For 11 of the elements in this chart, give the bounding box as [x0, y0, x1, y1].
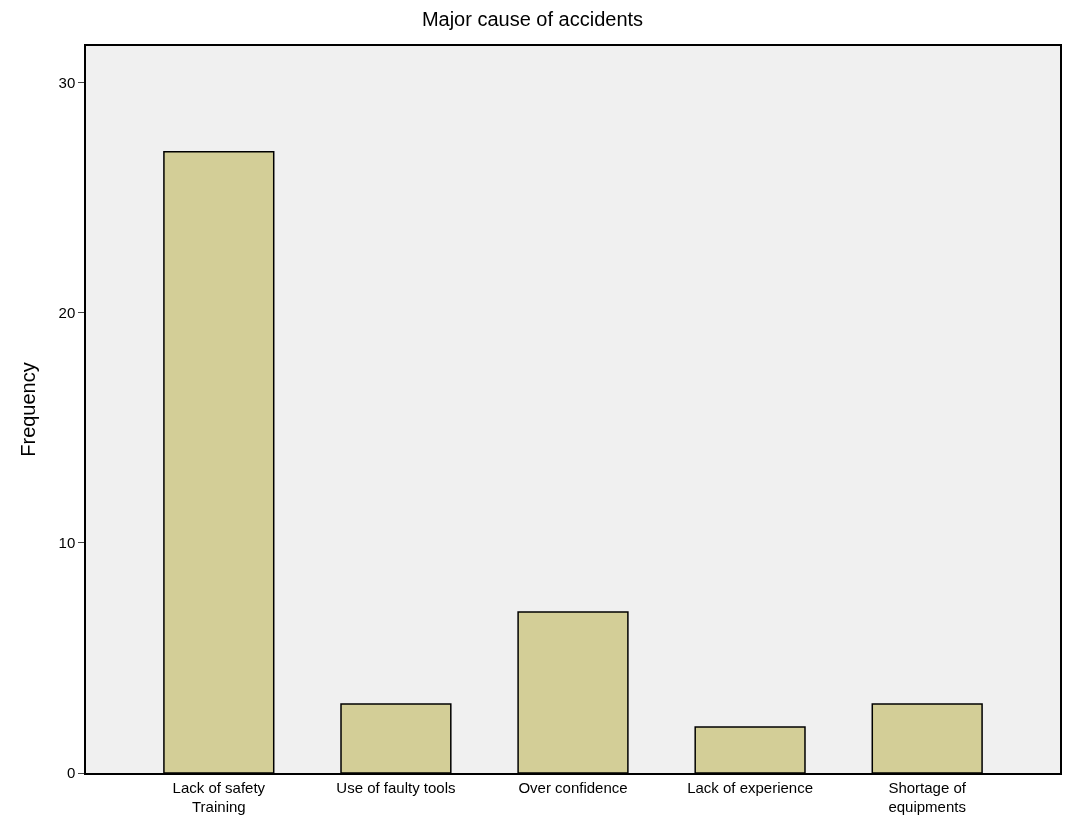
y-tick-label: 30: [58, 74, 76, 92]
chart-title: Major cause of accidents: [421, 8, 644, 31]
y-tick-label: 20: [58, 304, 76, 322]
x-tick-label: Use of faulty tools: [336, 778, 456, 796]
y-axis-title: Frequency: [16, 362, 39, 457]
x-tick-label: Lack of experience: [687, 778, 814, 796]
x-tick-label: Shortage of equipments: [888, 778, 967, 816]
x-tick-label: Over confidence: [518, 778, 628, 796]
y-tick-label: 10: [58, 534, 76, 552]
y-tick-label: 0: [66, 764, 76, 782]
x-tick-label: Lack of safety Training: [172, 778, 266, 816]
